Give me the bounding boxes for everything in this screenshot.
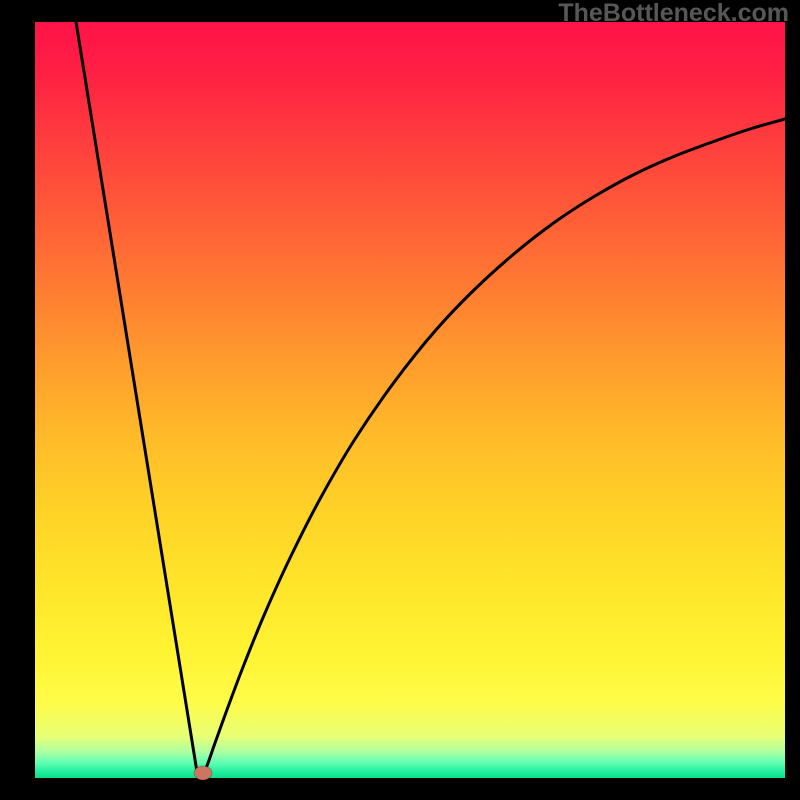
chart-svg [0, 0, 800, 800]
minimum-marker-dot [194, 766, 212, 780]
chart-container: TheBottleneck.com [0, 0, 800, 800]
bottleneck-curve [76, 22, 785, 775]
watermark-text: TheBottleneck.com [558, 0, 789, 28]
